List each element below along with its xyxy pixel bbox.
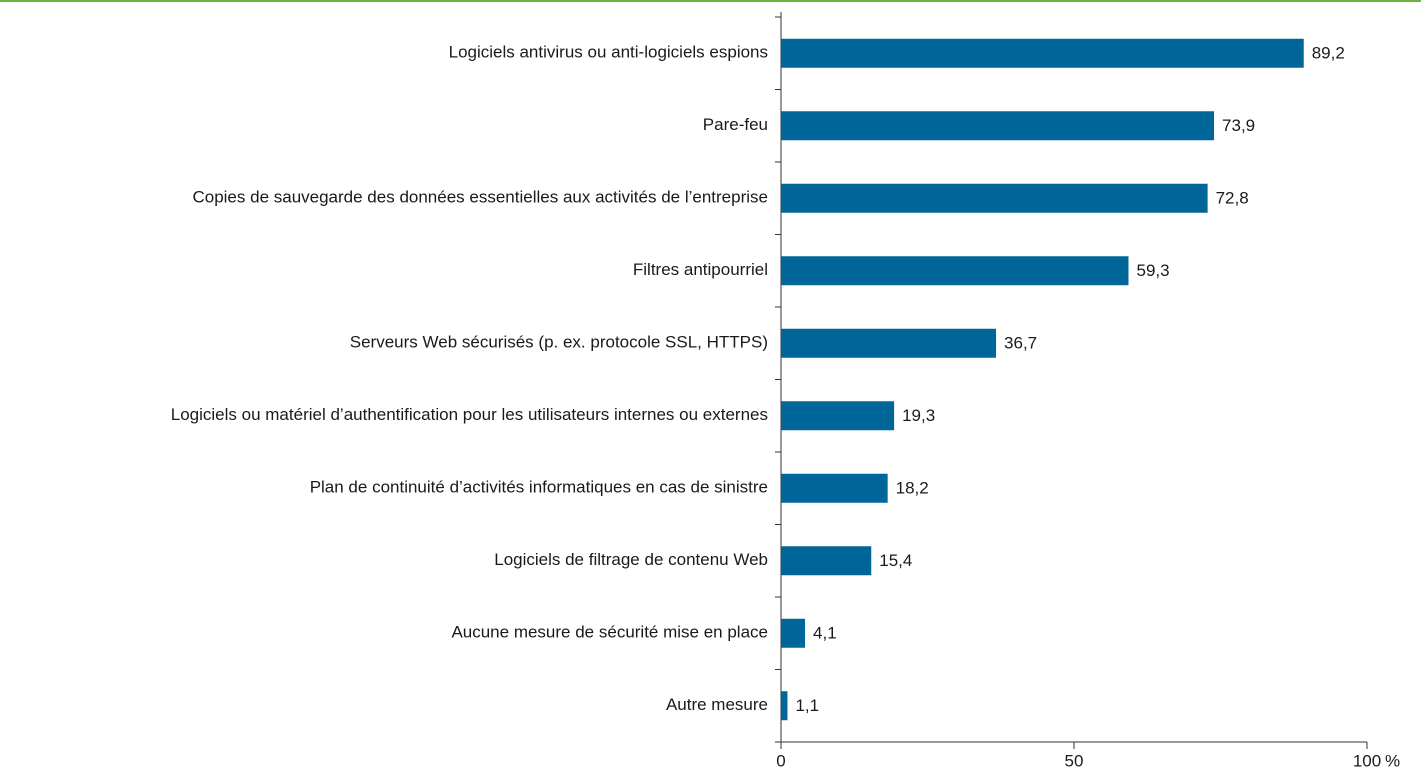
bar xyxy=(781,38,1304,68)
category-label: Copies de sauvegarde des données essenti… xyxy=(192,188,768,207)
x-tick-label: 50 xyxy=(1065,751,1084,770)
bar xyxy=(781,328,997,358)
value-label: 89,2 xyxy=(1312,44,1345,63)
bar xyxy=(781,256,1129,286)
category-label: Autre mesure xyxy=(666,695,768,714)
value-label: 1,1 xyxy=(795,696,819,715)
value-label: 59,3 xyxy=(1136,261,1169,280)
bar xyxy=(781,546,872,576)
x-axis-unit: % xyxy=(1385,751,1400,770)
value-label: 73,9 xyxy=(1222,116,1255,135)
value-label: 72,8 xyxy=(1216,189,1249,208)
x-tick-label: 100 xyxy=(1353,751,1381,770)
value-label: 15,4 xyxy=(879,551,912,570)
value-label: 18,2 xyxy=(896,479,929,498)
bar xyxy=(781,691,788,721)
category-label: Pare-feu xyxy=(703,115,768,134)
bar xyxy=(781,183,1208,213)
bar xyxy=(781,111,1215,141)
category-label: Serveurs Web sécurisés (p. ex. protocole… xyxy=(350,333,768,352)
bar xyxy=(781,618,806,648)
bar xyxy=(781,401,895,431)
x-tick-label: 0 xyxy=(776,751,785,770)
value-label: 36,7 xyxy=(1004,334,1037,353)
value-label: 19,3 xyxy=(902,406,935,425)
bar xyxy=(781,473,888,503)
category-label: Plan de continuité d’activités informati… xyxy=(310,478,768,497)
value-label: 4,1 xyxy=(813,624,837,643)
category-label: Logiciels de filtrage de contenu Web xyxy=(494,550,768,569)
category-label: Logiciels ou matériel d’authentification… xyxy=(171,405,768,424)
category-label: Logiciels antivirus ou anti-logiciels es… xyxy=(449,43,768,62)
category-label: Filtres antipourriel xyxy=(633,260,768,279)
category-label: Aucune mesure de sécurité mise en place xyxy=(451,623,768,642)
